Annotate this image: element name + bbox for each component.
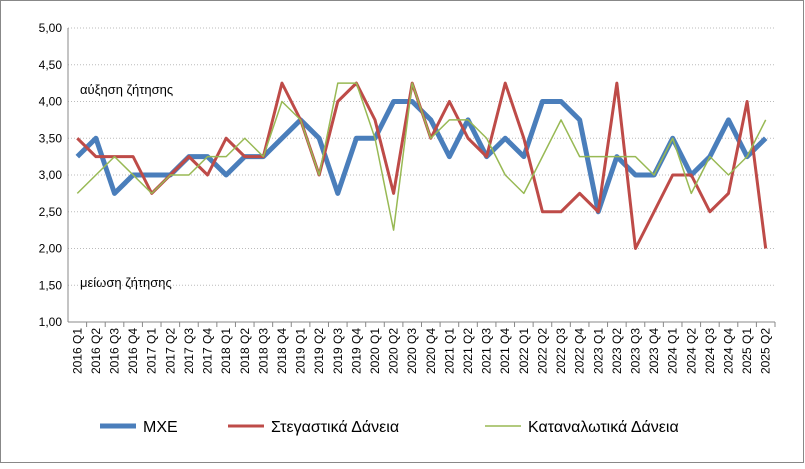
x-tick-label: 2022 Q2 [535,328,549,374]
y-tick-label: 2,50 [39,205,63,219]
x-tick-label: 2018 Q2 [238,328,252,374]
x-tick-label: 2020 Q1 [368,328,382,374]
y-tick-label: 3,50 [39,131,63,145]
x-tick-label: 2022 Q4 [573,328,587,374]
x-tick-label: 2019 Q1 [294,328,308,374]
x-tick-label: 2021 Q1 [442,328,456,374]
x-tick-label: 2025 Q1 [740,328,754,374]
x-tick-label: 2022 Q3 [554,328,568,374]
x-tick-label: 2018 Q3 [256,328,270,374]
x-tick-label: 2020 Q2 [387,328,401,374]
legend-label: Στεγαστικά Δάνεια [271,419,399,436]
y-tick-label: 1,50 [39,278,63,292]
x-tick-label: 2016 Q2 [89,328,103,374]
x-tick-label: 2016 Q3 [108,328,122,374]
x-tick-label: 2018 Q4 [275,328,289,374]
x-tick-label: 2023 Q2 [610,328,624,374]
x-tick-label: 2017 Q2 [163,328,177,374]
legend-label: Καταναλωτικά Δάνεια [528,419,679,436]
x-tick-label: 2023 Q1 [591,328,605,374]
y-tick-label: 4,50 [39,58,63,72]
y-tick-label: 2,00 [39,242,63,256]
x-tick-label: 2020 Q3 [405,328,419,374]
y-tick-label: 1,00 [39,315,63,329]
x-tick-label: 2020 Q4 [424,328,438,374]
x-tick-label: 2019 Q2 [312,328,326,374]
annotation: μείωση ζήτησης [80,275,172,290]
x-tick-label: 2018 Q1 [219,328,233,374]
series-line [76,82,767,231]
y-tick-label: 5,00 [39,21,63,35]
x-tick-label: 2017 Q4 [201,328,215,374]
x-tick-label: 2017 Q1 [145,328,159,374]
x-tick-label: 2023 Q4 [647,328,661,374]
x-tick-label: 2016 Q4 [126,328,140,374]
x-tick-label: 2021 Q3 [480,328,494,374]
x-tick-label: 2023 Q3 [628,328,642,374]
x-tick-label: 2022 Q1 [517,328,531,374]
x-tick-label: 2019 Q3 [331,328,345,374]
x-tick-label: 2025 Q2 [759,328,773,374]
x-tick-label: 2016 Q1 [70,328,84,374]
x-tick-label: 2024 Q1 [666,328,680,374]
x-tick-label: 2021 Q4 [498,328,512,374]
x-tick-label: 2017 Q3 [182,328,196,374]
x-tick-label: 2021 Q2 [461,328,475,374]
annotation: αύξηση ζήτησης [80,82,173,97]
x-tick-label: 2024 Q4 [721,328,735,374]
x-tick-label: 2024 Q3 [703,328,717,374]
x-tick-label: 2024 Q2 [684,328,698,374]
x-tick-label: 2019 Q4 [349,328,363,374]
y-tick-label: 3,00 [39,168,63,182]
legend-label: ΜΧΕ [143,419,178,436]
y-tick-label: 4,00 [39,95,63,109]
